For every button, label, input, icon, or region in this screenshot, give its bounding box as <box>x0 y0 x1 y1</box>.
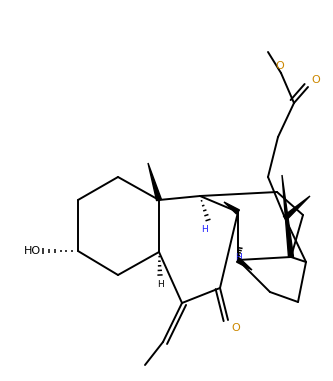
Text: HO: HO <box>24 246 41 256</box>
Text: H: H <box>157 280 164 289</box>
Text: O: O <box>276 61 284 71</box>
Text: H: H <box>235 253 241 262</box>
Polygon shape <box>224 202 239 214</box>
Polygon shape <box>236 258 252 270</box>
Text: O: O <box>311 75 320 85</box>
Text: O: O <box>231 323 240 333</box>
Polygon shape <box>283 196 310 220</box>
Polygon shape <box>148 163 162 201</box>
Polygon shape <box>282 175 293 257</box>
Text: H: H <box>201 225 208 234</box>
